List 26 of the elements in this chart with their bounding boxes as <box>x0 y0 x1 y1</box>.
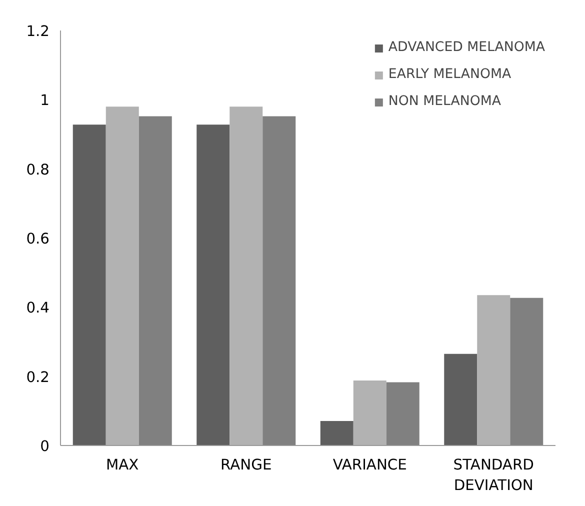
x-tick-label: RANGE <box>220 456 272 474</box>
legend-label: NON MELANOMA <box>388 94 501 109</box>
y-tick-label: 0.6 <box>26 230 50 248</box>
y-tick-label: 0.2 <box>26 368 50 386</box>
y-tick-label: 1.2 <box>26 23 50 40</box>
bar <box>510 298 544 446</box>
bar <box>477 295 510 446</box>
bar <box>444 354 478 446</box>
bar <box>106 106 139 446</box>
bar <box>262 116 296 446</box>
bar <box>230 106 263 446</box>
y-tick-label: 1 <box>40 92 50 110</box>
x-tick-label: MAX <box>106 456 139 474</box>
y-tick-label: 0.8 <box>26 161 50 178</box>
bar <box>386 382 420 446</box>
x-tick-label: STANDARD DEVIATION <box>453 456 534 494</box>
legend-label: EARLY MELANOMA <box>388 67 512 82</box>
x-tick-label: VARIANCE <box>332 456 407 474</box>
bar <box>353 380 386 446</box>
y-tick-label: 0.4 <box>26 300 50 317</box>
bar <box>196 124 230 446</box>
bar <box>138 116 172 446</box>
bar <box>72 124 106 446</box>
legend-label: ADVANCED MELANOMA <box>388 40 545 55</box>
y-tick-label: 0 <box>40 438 50 455</box>
bar <box>320 420 354 446</box>
